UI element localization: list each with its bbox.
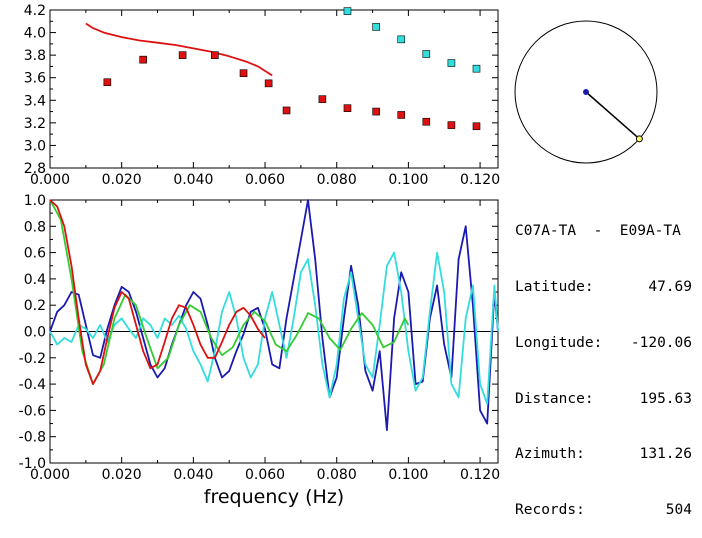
top-x-tick-label: 0.100 bbox=[388, 172, 428, 188]
dial-end-dot bbox=[635, 135, 643, 143]
top-y-tick-label: 3.4 bbox=[24, 93, 46, 109]
info-row-longitude: Longitude: -120.06 bbox=[515, 334, 692, 353]
info-key: Azimuth: bbox=[515, 446, 585, 463]
bottom-y-tick-label: 0.4 bbox=[24, 272, 46, 288]
top-point-red bbox=[318, 95, 327, 103]
bottom-y-tick-label: 0.2 bbox=[24, 298, 46, 314]
info-row-latitude: Latitude: 47.69 bbox=[515, 278, 692, 297]
info-row-distance: Distance: 195.63 bbox=[515, 390, 692, 409]
top-point-cyan bbox=[372, 23, 380, 31]
bottom-x-tick-label: 0.080 bbox=[317, 467, 357, 483]
top-point-red bbox=[422, 117, 431, 126]
bottom-x-tick-label: 0.000 bbox=[30, 467, 70, 483]
top-point-red bbox=[139, 55, 147, 64]
bottom-line-green bbox=[49, 199, 410, 386]
top-y-tick-label: 3.0 bbox=[24, 138, 46, 154]
bottom-line-blue bbox=[49, 199, 499, 432]
bottom-y-tick-label: -0.4 bbox=[19, 377, 46, 393]
top-point-red bbox=[447, 121, 456, 129]
bottom-line-red bbox=[49, 199, 266, 386]
info-value: -120.06 bbox=[630, 334, 692, 351]
top-x-tick-label: 0.020 bbox=[102, 172, 142, 188]
top-point-red bbox=[282, 106, 291, 115]
top-point-red bbox=[103, 78, 112, 87]
top-plot-ticks: 0.000 0.020 0.040 0.060 0.080 0.100 0.120 2.8 3.… bbox=[24, 3, 500, 188]
bottom-x-tick-label: 0.060 bbox=[245, 467, 285, 483]
bottom-y-tick-label: -0.6 bbox=[19, 403, 46, 419]
azimuth-needle bbox=[585, 91, 640, 140]
station-pair-title: C07A-TA - E09A-TA bbox=[515, 223, 681, 240]
bottom-x-tick-label: 0.100 bbox=[388, 467, 428, 483]
info-row-records: Records: 504 bbox=[515, 501, 692, 520]
bottom-y-tick-label: 0.8 bbox=[24, 219, 46, 235]
top-plot-frame bbox=[49, 9, 499, 169]
info-row-azimuth: Azimuth: 131.26 bbox=[515, 445, 692, 464]
azimuth-dial-circle bbox=[514, 20, 658, 164]
dial-center-dot bbox=[583, 89, 589, 95]
top-point-cyan bbox=[472, 64, 481, 73]
top-point-red bbox=[372, 107, 380, 116]
bottom-x-tick-label: 0.120 bbox=[460, 467, 500, 483]
info-value: 504 bbox=[665, 502, 692, 519]
bottom-y-tick-label: -0.2 bbox=[19, 351, 46, 367]
x-axis-label: frequency (Hz) bbox=[204, 486, 344, 508]
top-point-red bbox=[397, 111, 406, 119]
bottom-x-tick-label: 0.020 bbox=[102, 467, 142, 483]
azimuth-dial bbox=[514, 20, 658, 164]
bottom-y-tick-label: 0.6 bbox=[24, 246, 46, 262]
top-line-red bbox=[85, 22, 273, 77]
top-y-tick-label: 4.2 bbox=[24, 3, 46, 19]
bottom-line-cyan bbox=[49, 251, 499, 405]
info-key: Distance: bbox=[515, 390, 594, 407]
bottom-plot-series bbox=[49, 199, 499, 432]
top-x-tick-label: 0.060 bbox=[245, 172, 285, 188]
bottom-x-tick-label: 0.040 bbox=[173, 467, 213, 483]
bottom-y-tick-label: 1.0 bbox=[24, 193, 46, 209]
info-key: Records: bbox=[515, 502, 585, 519]
top-point-red bbox=[343, 104, 352, 112]
station-info-panel: C07A-TA - E09A-TA Latitude: 47.69 Longit… bbox=[515, 185, 692, 538]
top-x-tick-label: 0.080 bbox=[317, 172, 357, 188]
bottom-y-tick-label: -0.8 bbox=[19, 430, 46, 446]
info-value: 131.26 bbox=[639, 446, 692, 463]
top-point-cyan bbox=[447, 59, 456, 67]
top-y-tick-label: 3.2 bbox=[24, 116, 46, 132]
top-y-tick-label: 3.6 bbox=[24, 71, 46, 87]
top-point-red bbox=[211, 51, 219, 59]
top-y-tick-label: 4.0 bbox=[24, 26, 46, 42]
top-y-tick-label: 3.8 bbox=[24, 48, 46, 64]
top-point-red bbox=[264, 79, 273, 88]
top-x-tick-label: 0.120 bbox=[460, 172, 500, 188]
top-x-tick-label: 0.000 bbox=[30, 172, 70, 188]
top-point-red bbox=[472, 122, 481, 131]
top-plot-series bbox=[85, 7, 481, 131]
info-key: Longitude: bbox=[515, 334, 603, 351]
info-key: Latitude: bbox=[515, 278, 594, 295]
top-point-red bbox=[239, 69, 248, 77]
bottom-y-tick-label: -1.0 bbox=[19, 456, 46, 472]
top-y-tick-label: 2.8 bbox=[24, 161, 46, 177]
top-x-tick-label: 0.040 bbox=[173, 172, 213, 188]
top-point-cyan bbox=[397, 35, 406, 44]
bottom-plot-ticks: 0.000 0.020 0.040 0.060 0.080 0.100 0.120 1.0 0.… bbox=[19, 193, 500, 483]
info-value: 47.69 bbox=[648, 278, 692, 295]
top-point-cyan bbox=[422, 50, 431, 58]
bottom-y-tick-label: 0.0 bbox=[24, 325, 46, 341]
top-point-cyan bbox=[343, 7, 352, 15]
chart-canvas: 0.000 0.020 0.040 0.060 0.080 0.100 0.120 2.8 3.… bbox=[19, 3, 658, 508]
top-point-red bbox=[178, 51, 187, 59]
info-value: 195.63 bbox=[639, 390, 692, 407]
